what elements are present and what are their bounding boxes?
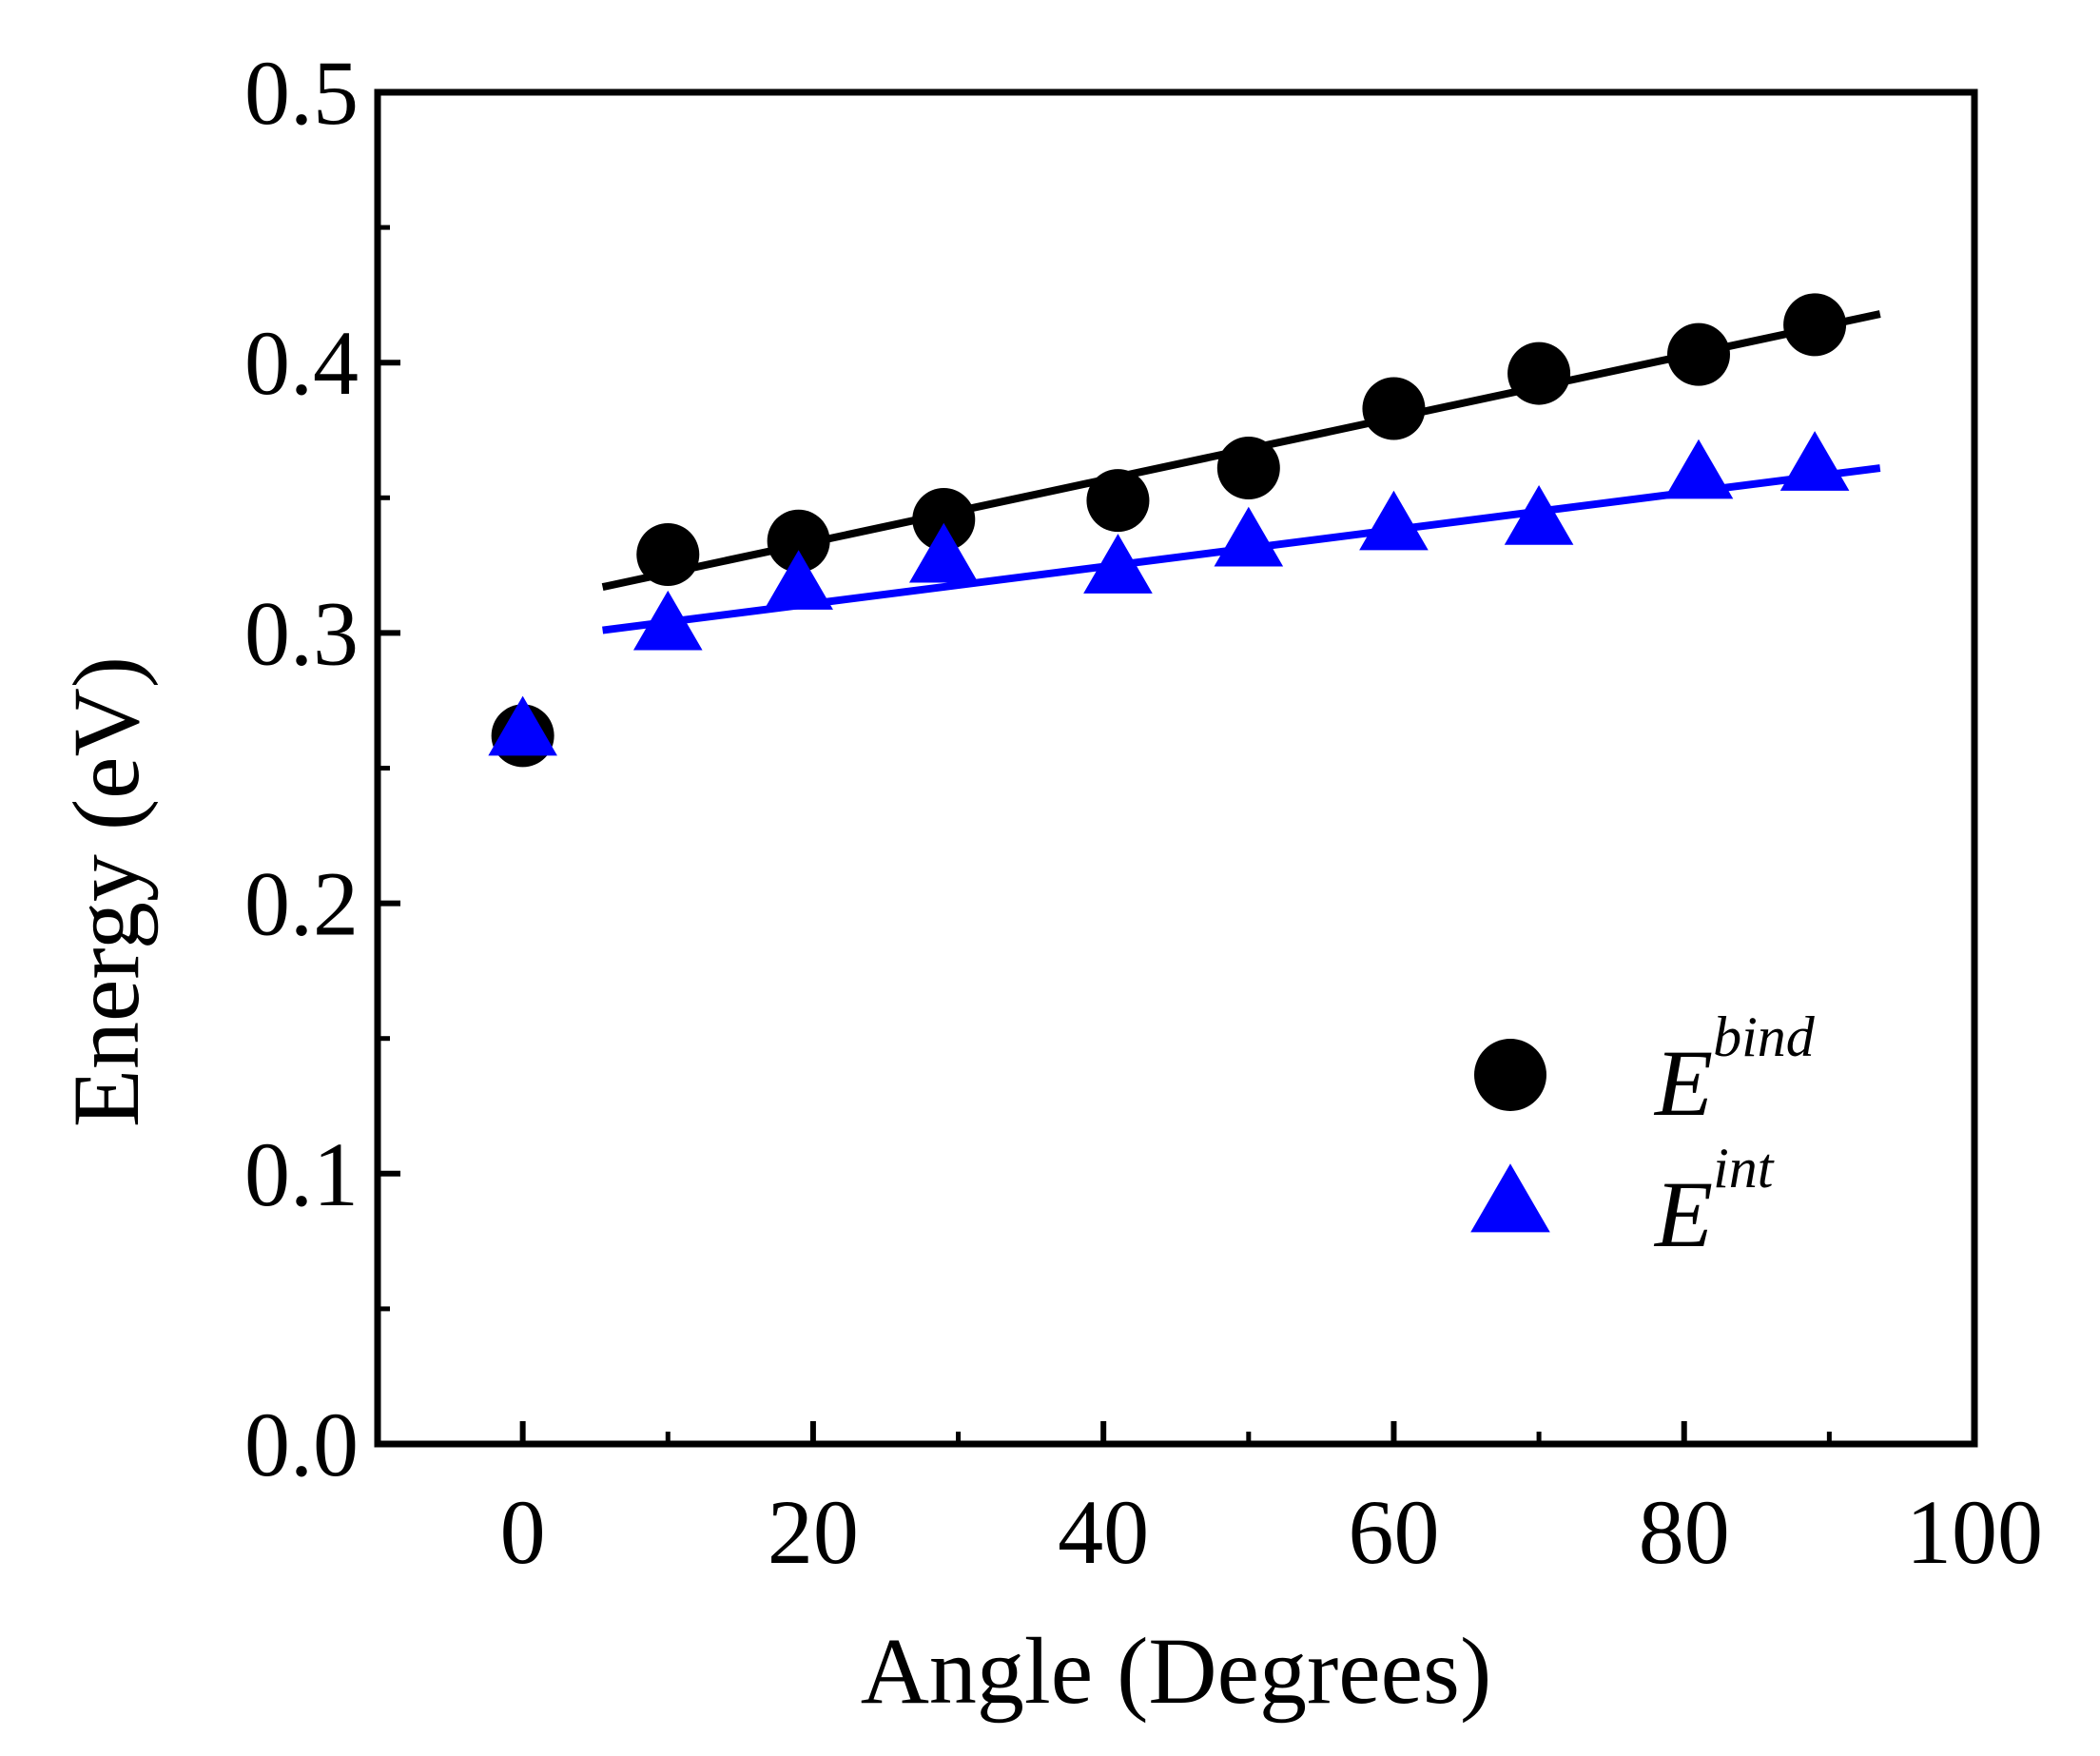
data-point-triangle [1663, 439, 1734, 499]
y-tick-label: 0.3 [244, 582, 359, 684]
data-point-triangle [1504, 485, 1574, 545]
data-point-circle [1086, 469, 1150, 533]
data-point-circle [912, 488, 976, 552]
x-axis-title: Angle (Degrees) [861, 1618, 1492, 1724]
data-point-triangle [1779, 431, 1850, 491]
y-axis-title: Energy (eV) [53, 656, 159, 1127]
data-point-circle [767, 509, 830, 573]
x-tick-label: 60 [1348, 1481, 1439, 1583]
data-point-circle [1362, 377, 1426, 440]
x-tick-label: 40 [1058, 1481, 1149, 1583]
data-point-circle [1216, 437, 1280, 500]
x-tick-label: 0 [500, 1481, 546, 1583]
x-tick-label: 20 [768, 1481, 859, 1583]
y-tick-label: 0.1 [244, 1123, 359, 1225]
y-tick-label: 0.0 [244, 1394, 359, 1495]
data-markers [488, 293, 1850, 768]
y-axis-ticks: 0.0 0.1 0.2 0.3 0.4 0.5 [244, 42, 400, 1495]
data-point-triangle [488, 695, 557, 756]
data-point-triangle [632, 590, 703, 651]
data-point-triangle [908, 522, 979, 583]
data-point-triangle [1083, 534, 1153, 594]
data-point-circle [1666, 322, 1730, 386]
x-axis-ticks: 0 20 40 60 80 100 [375, 1421, 2043, 1583]
y-tick-label: 0.2 [244, 853, 359, 955]
data-point-circle [636, 522, 700, 586]
data-point-triangle [1359, 490, 1429, 551]
y-tick-label: 0.4 [244, 312, 359, 414]
legend-marker-circle [1474, 1039, 1546, 1111]
legend-marker-triangle [1470, 1163, 1550, 1233]
y-tick-label: 0.5 [244, 42, 359, 144]
data-point-circle [1507, 341, 1571, 405]
data-point-circle [1783, 293, 1847, 357]
x-tick-label: 100 [1906, 1481, 2043, 1583]
plot-frame [374, 88, 1978, 1448]
legend-label-circle: Ebind [1653, 1005, 1816, 1136]
legend-label-triangle: Eint [1653, 1137, 1775, 1267]
plot-area [374, 88, 1978, 1448]
data-point-triangle [764, 550, 833, 610]
data-point-triangle [1214, 506, 1284, 567]
x-tick-label: 80 [1639, 1481, 1730, 1583]
